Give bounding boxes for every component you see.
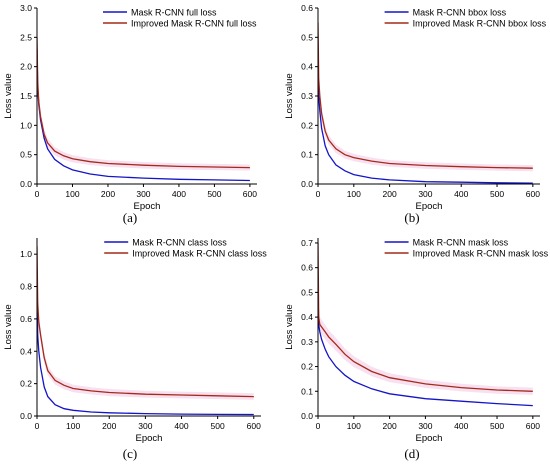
- y-tick-label: 1.5: [20, 91, 32, 101]
- noise-band: [318, 10, 533, 172]
- x-axis-label: Epoch: [136, 433, 163, 444]
- legend-entry: Mask R-CNN full loss: [131, 8, 217, 18]
- x-tick-label: 0: [35, 421, 40, 431]
- x-tick-label: 200: [101, 189, 115, 199]
- y-tick-label: 0.6: [301, 3, 313, 13]
- chart-panel-c: 0 100 200 300 400 500 600 0.0 0.2 0.4 0.6 0.8 1.0 Epo…: [3, 238, 267, 462]
- series-line-mask-rcnn: [318, 292, 533, 407]
- y-tick-label: 0.5: [20, 150, 32, 160]
- y-tick-label: 1.0: [20, 249, 32, 259]
- y-axis-label: Loss value: [3, 304, 14, 349]
- x-tick-label: 600: [526, 421, 540, 431]
- y-tick-label: 0.1: [301, 386, 313, 396]
- panel-caption: (a): [123, 210, 137, 225]
- y-tick-label: 0.3: [301, 91, 313, 101]
- x-tick-label: 300: [138, 421, 152, 431]
- panel-caption: (d): [404, 446, 419, 461]
- plot-area: [37, 238, 254, 416]
- x-tick-label: 600: [526, 189, 540, 199]
- y-tick-label: 0.4: [301, 62, 313, 72]
- noise-band: [37, 26, 250, 171]
- y-tick-label: 2.0: [20, 62, 32, 72]
- x-axis-label: Epoch: [134, 201, 161, 212]
- y-tick-label: 0.6: [20, 314, 32, 324]
- y-tick-label: 2.5: [20, 32, 32, 42]
- series-line-mask-rcnn: [37, 270, 254, 416]
- series-line-improved-mask-rcnn: [37, 246, 254, 398]
- plot-area: [318, 238, 533, 407]
- x-tick-label: 500: [490, 421, 504, 431]
- y-tick-label: 0.4: [301, 312, 313, 322]
- y-tick-label: 0.3: [301, 337, 313, 347]
- legend-entry: Improved Mask R-CNN class loss: [132, 249, 267, 259]
- x-axis-label: Epoch: [416, 433, 443, 444]
- y-tick-label: 1.0: [20, 120, 32, 130]
- y-tick-label: 0.2: [20, 379, 32, 389]
- y-tick-label: 0.6: [301, 263, 313, 273]
- legend-entry: Mask R-CNN mask loss: [413, 238, 509, 248]
- legend-entry: Mask R-CNN bbox loss: [413, 8, 507, 18]
- x-tick-label: 400: [174, 421, 188, 431]
- x-tick-label: 600: [243, 189, 257, 199]
- chart-panel-b: 0 100 200 300 400 500 600 0.0 0.1 0.2 0.3 0.4 0.5 0.6…: [284, 3, 547, 225]
- noise-band: [37, 238, 254, 400]
- legend-entry: Mask R-CNN class loss: [132, 238, 227, 248]
- x-tick-label: 600: [247, 421, 261, 431]
- series-line-mask-rcnn: [318, 66, 533, 184]
- panel-caption: (c): [123, 446, 137, 461]
- y-axis-label: Loss value: [284, 73, 295, 118]
- x-tick-label: 0: [316, 189, 321, 199]
- x-tick-label: 500: [207, 189, 221, 199]
- x-tick-label: 400: [172, 189, 186, 199]
- chart-panel-a: 0 100 200 300 400 500 600 0.0 0.5 1.0 1.5 2.0 2.5 3.0…: [3, 3, 257, 225]
- x-tick-label: 200: [383, 189, 397, 199]
- y-tick-label: 0.1: [301, 150, 313, 160]
- y-tick-label: 0.8: [20, 282, 32, 292]
- series-line-improved-mask-rcnn: [318, 242, 533, 392]
- x-tick-label: 100: [347, 421, 361, 431]
- series-line-improved-mask-rcnn: [37, 37, 250, 169]
- plot-area: [318, 10, 533, 184]
- y-tick-label: 0.0: [301, 179, 313, 189]
- y-axis-label: Loss value: [3, 73, 14, 118]
- y-tick-label: 0.5: [301, 32, 313, 42]
- y-tick-label: 0.2: [301, 362, 313, 372]
- legend-entry: Improved Mask R-CNN bbox loss: [413, 19, 547, 29]
- y-tick-label: 0.0: [20, 179, 32, 189]
- y-axis-label: Loss value: [284, 304, 295, 349]
- x-tick-label: 100: [65, 189, 79, 199]
- legend-entry: Improved Mask R-CNN full loss: [131, 19, 257, 29]
- y-tick-label: 0.2: [301, 120, 313, 130]
- x-tick-label: 200: [383, 421, 397, 431]
- x-tick-label: 200: [102, 421, 116, 431]
- x-tick-label: 100: [347, 189, 361, 199]
- legend-entry: Improved Mask R-CNN mask loss: [413, 249, 549, 259]
- plot-area: [37, 26, 250, 182]
- x-axis-label: Epoch: [416, 201, 443, 212]
- y-tick-label: 3.0: [20, 3, 32, 13]
- x-tick-label: 500: [490, 189, 504, 199]
- x-tick-label: 0: [35, 189, 40, 199]
- x-tick-label: 300: [136, 189, 150, 199]
- panel-caption: (b): [404, 210, 419, 225]
- y-tick-label: 0.5: [301, 287, 313, 297]
- x-tick-label: 0: [316, 421, 321, 431]
- x-tick-label: 300: [418, 421, 432, 431]
- x-tick-label: 400: [454, 421, 468, 431]
- y-tick-label: 0.4: [20, 346, 32, 356]
- chart-panel-d: 0 100 200 300 400 500 600 0.0 0.1 0.2 0.3 0.4 0.5 0.6…: [284, 238, 549, 462]
- series-line-improved-mask-rcnn: [318, 22, 533, 169]
- x-tick-label: 500: [211, 421, 225, 431]
- x-tick-label: 400: [454, 189, 468, 199]
- x-tick-label: 100: [66, 421, 80, 431]
- y-tick-label: 0.0: [20, 411, 32, 421]
- y-tick-label: 0.0: [301, 411, 313, 421]
- x-tick-label: 300: [418, 189, 432, 199]
- y-tick-label: 0.7: [301, 238, 313, 248]
